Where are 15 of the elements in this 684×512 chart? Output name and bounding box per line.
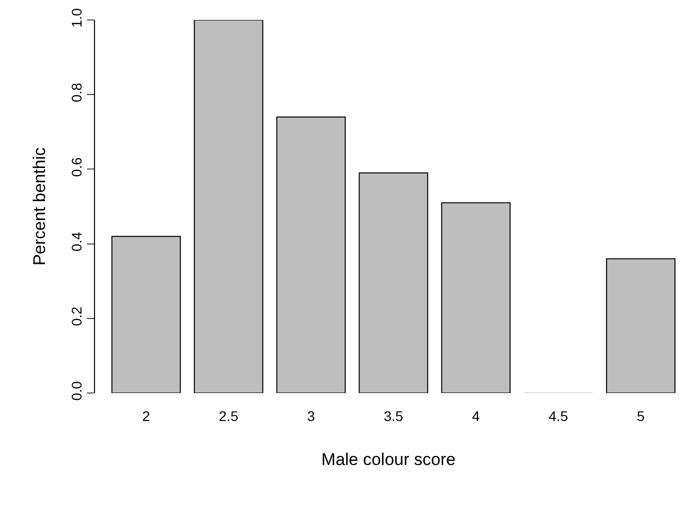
x-axis-title: Male colour score xyxy=(321,450,456,470)
y-tick-label: 0.2 xyxy=(68,306,84,326)
y-axis-title: Percent benthic xyxy=(30,146,49,266)
x-tick-label: 2 xyxy=(142,408,150,424)
y-tick-label: 0.4 xyxy=(68,232,84,252)
y-tick-label: 0.0 xyxy=(68,380,84,401)
x-tick-label: 4.5 xyxy=(548,408,568,424)
y-tick-label: 0.6 xyxy=(68,157,84,177)
x-tick-label: 3.5 xyxy=(384,408,404,424)
x-tick-label: 5 xyxy=(636,408,645,424)
x-tick-label: 4 xyxy=(472,408,480,424)
y-tick-label: 0.8 xyxy=(68,82,84,102)
x-tick-label: 2.5 xyxy=(218,408,238,424)
x-tick-label: 3 xyxy=(307,408,316,424)
y-tick-label: 1.0 xyxy=(68,8,84,28)
